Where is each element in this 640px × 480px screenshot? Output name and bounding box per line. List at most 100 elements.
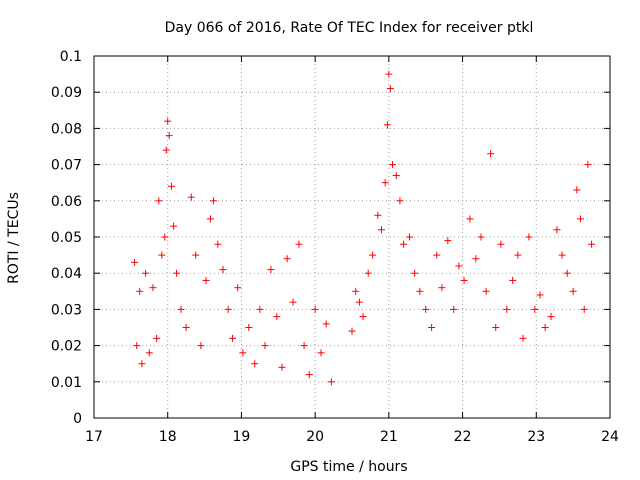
data-point	[503, 305, 511, 313]
data-point	[396, 197, 404, 205]
data-point	[383, 121, 391, 129]
data-point	[167, 182, 175, 190]
x-tick-label: 21	[380, 429, 398, 445]
data-point	[348, 327, 356, 335]
data-point	[136, 287, 144, 295]
y-tick-label: 0.05	[51, 230, 82, 246]
data-point	[162, 146, 170, 154]
x-tick-label: 18	[159, 429, 177, 445]
data-point	[182, 324, 190, 331]
data-point	[466, 215, 474, 223]
data-point	[584, 161, 592, 169]
y-tick-label: 0.06	[51, 194, 82, 210]
chart-title: Day 066 of 2016, Rate Of TEC Index for r…	[165, 20, 534, 36]
data-point	[416, 287, 424, 295]
data-point	[514, 251, 522, 259]
data-point	[519, 334, 527, 342]
data-point	[405, 233, 413, 241]
data-point	[214, 240, 222, 248]
data-point	[317, 349, 325, 357]
data-point	[206, 215, 214, 223]
data-point	[278, 363, 286, 371]
data-point	[497, 240, 505, 248]
data-point	[400, 240, 408, 248]
x-tick-label: 17	[85, 429, 103, 445]
data-point	[577, 215, 585, 223]
data-point	[224, 305, 232, 313]
data-point	[487, 150, 495, 158]
data-point	[149, 284, 157, 292]
data-point	[256, 305, 264, 313]
data-point	[352, 287, 360, 295]
data-point	[311, 305, 319, 313]
data-point	[192, 251, 200, 259]
x-tick-label: 22	[454, 429, 472, 445]
axes: 17 18 19 20 21 22 23 24 0 0.01 0.02 0.03 0.04 0.05 0.0…	[51, 49, 619, 445]
data-point	[155, 197, 163, 205]
data-point	[450, 305, 458, 313]
data-point	[295, 240, 303, 248]
data-point	[509, 276, 517, 284]
data-point	[359, 313, 367, 321]
data-point	[364, 269, 372, 277]
data-point	[289, 298, 297, 306]
data-point	[541, 324, 549, 331]
data-point	[428, 324, 436, 331]
data-point	[444, 237, 452, 245]
data-point	[492, 324, 500, 331]
y-tick-label: 0	[73, 411, 82, 427]
data-point	[202, 276, 210, 284]
data-point	[197, 342, 205, 350]
data-point	[161, 233, 169, 241]
data-point	[177, 305, 185, 313]
y-tick-label: 0.02	[51, 339, 82, 355]
data-point	[305, 371, 313, 379]
data-point	[547, 313, 555, 321]
data-point	[381, 179, 389, 187]
data-point	[145, 349, 153, 357]
data-point	[472, 255, 480, 263]
data-point	[422, 305, 430, 313]
data-point	[251, 360, 259, 368]
data-point	[158, 251, 166, 259]
data-point	[455, 262, 463, 270]
y-tick-label: 0.04	[51, 266, 82, 282]
data-point	[273, 313, 281, 321]
data-point	[153, 334, 161, 342]
data-point	[165, 132, 173, 140]
data-point	[239, 349, 247, 357]
data-point	[355, 298, 363, 306]
data-point	[385, 70, 393, 78]
data-point	[482, 287, 490, 295]
data-points	[131, 70, 596, 386]
data-point	[327, 378, 335, 386]
data-point	[374, 211, 382, 219]
y-tick-label: 0.09	[51, 85, 82, 101]
data-point	[283, 255, 291, 263]
data-point	[267, 266, 275, 274]
x-tick-label: 19	[233, 429, 251, 445]
data-point	[525, 233, 533, 241]
data-point	[558, 251, 566, 259]
data-point	[131, 258, 139, 266]
data-point	[234, 284, 242, 292]
y-tick-label: 0.08	[51, 121, 82, 137]
data-point	[588, 240, 596, 248]
plot-frame	[93, 55, 611, 419]
data-point	[322, 320, 330, 328]
data-point	[563, 269, 571, 277]
x-tick-label: 20	[306, 429, 324, 445]
data-point	[569, 287, 577, 295]
data-point	[573, 186, 581, 194]
y-tick-label: 0.03	[51, 302, 82, 318]
data-point	[477, 233, 485, 241]
data-point	[209, 197, 217, 205]
data-point	[580, 305, 588, 313]
y-tick-label: 0.01	[51, 375, 82, 391]
x-axis-label: GPS time / hours	[290, 459, 407, 475]
data-point	[553, 226, 561, 234]
data-point	[433, 251, 441, 259]
x-tick-label: 23	[527, 429, 545, 445]
